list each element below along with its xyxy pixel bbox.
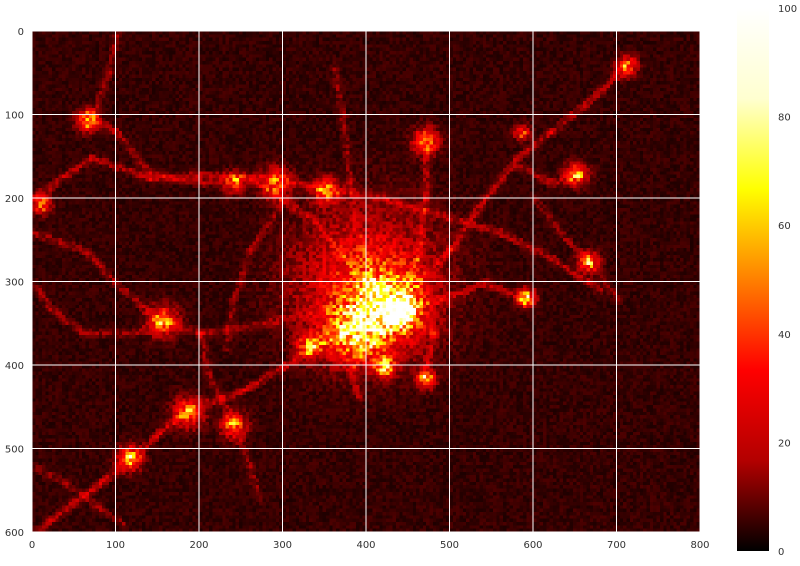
x-axis: 0 100 200 300 400 500 600 700 800 bbox=[29, 540, 710, 551]
y-axis: 0 100 200 300 400 500 600 bbox=[5, 27, 24, 539]
colorbar-tick-label: 80 bbox=[778, 113, 791, 124]
colorbar-tick-label: 40 bbox=[778, 330, 791, 341]
x-tick-label: 600 bbox=[523, 540, 542, 551]
y-tick-label: 0 bbox=[18, 27, 24, 38]
colorbar-tick-label: 60 bbox=[778, 221, 791, 232]
y-tick-label: 200 bbox=[5, 194, 24, 205]
x-tick-label: 500 bbox=[440, 540, 459, 551]
x-tick-label: 100 bbox=[106, 540, 125, 551]
x-tick-label: 0 bbox=[29, 540, 35, 551]
colorbar-tick-label: 20 bbox=[778, 438, 791, 449]
y-tick-label: 500 bbox=[5, 445, 24, 456]
y-tick-label: 400 bbox=[5, 361, 24, 372]
y-tick-label: 100 bbox=[5, 111, 24, 122]
x-tick-label: 400 bbox=[356, 540, 375, 551]
plot-area bbox=[31, 30, 701, 533]
axes-frame bbox=[31, 30, 701, 533]
colorbar-ticks: 0 20 40 60 80 100 bbox=[778, 4, 797, 558]
x-tick-label: 800 bbox=[690, 540, 709, 551]
colorbar-gradient bbox=[737, 8, 769, 551]
colorbar-tick-label: 0 bbox=[778, 547, 784, 558]
y-tick-label: 600 bbox=[5, 528, 24, 539]
x-tick-label: 300 bbox=[273, 540, 292, 551]
colorbar-tick-label: 100 bbox=[778, 4, 797, 15]
colorbar: 0 20 40 60 80 100 bbox=[737, 4, 797, 558]
y-tick-label: 300 bbox=[5, 278, 24, 289]
x-tick-label: 200 bbox=[189, 540, 208, 551]
x-tick-label: 700 bbox=[607, 540, 626, 551]
